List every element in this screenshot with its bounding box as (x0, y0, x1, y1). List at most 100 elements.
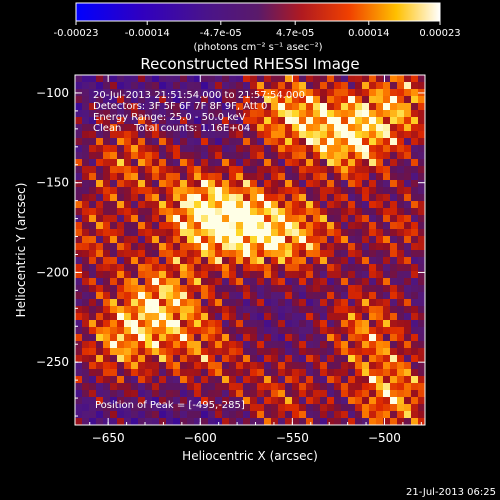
heatmap-cell (103, 222, 111, 230)
heatmap-cell (271, 341, 279, 349)
heatmap-cell (166, 82, 174, 90)
heatmap-cell (299, 82, 307, 90)
heatmap-cell (89, 103, 97, 111)
heatmap-cell (285, 243, 293, 251)
heatmap-cell (145, 89, 153, 97)
heatmap-cell (306, 180, 314, 188)
heatmap-cell (320, 131, 328, 139)
heatmap-cell (117, 82, 125, 90)
heatmap-cell (320, 271, 328, 279)
heatmap-cell (369, 208, 377, 216)
heatmap-cell (292, 418, 300, 425)
heatmap-cell (397, 236, 405, 244)
heatmap-cell (376, 173, 384, 181)
heatmap-cell (250, 348, 258, 356)
heatmap-cell (250, 292, 258, 300)
heatmap-cell (292, 243, 300, 251)
heatmap-cell (390, 264, 398, 272)
heatmap-cell (404, 418, 412, 425)
heatmap-cell (334, 159, 342, 167)
heatmap-cell (75, 75, 83, 83)
heatmap-cell (257, 306, 265, 314)
heatmap-cell (257, 103, 265, 111)
heatmap-cell (117, 376, 125, 384)
heatmap-cell (334, 194, 342, 202)
heatmap-cell (306, 271, 314, 279)
heatmap-cell (355, 187, 363, 195)
heatmap-cell (369, 313, 377, 321)
heatmap-cell (404, 376, 412, 384)
heatmap-cell (397, 124, 405, 132)
heatmap-cell (173, 145, 181, 153)
heatmap-cell (201, 124, 209, 132)
heatmap-cell (89, 187, 97, 195)
heatmap-cell (103, 117, 111, 125)
heatmap-cell (334, 138, 342, 146)
heatmap-cell (383, 376, 391, 384)
heatmap-cell (138, 404, 146, 412)
heatmap-cell (173, 236, 181, 244)
heatmap-cell (243, 110, 251, 118)
heatmap-cell (341, 250, 349, 258)
heatmap-cell (187, 117, 195, 125)
heatmap-cell (271, 124, 279, 132)
heatmap-cell (124, 166, 132, 174)
heatmap-cell (201, 257, 209, 265)
heatmap-cell (404, 194, 412, 202)
heatmap-cell (299, 166, 307, 174)
heatmap-cell (355, 229, 363, 237)
heatmap-cell (75, 320, 83, 328)
heatmap-cell (313, 215, 321, 223)
heatmap-cell (152, 236, 160, 244)
heatmap-cell (418, 75, 425, 83)
heatmap-cell (110, 201, 118, 209)
heatmap-cell (285, 180, 293, 188)
heatmap-cell (201, 306, 209, 314)
heatmap-cell (355, 306, 363, 314)
heatmap-cell (180, 110, 188, 118)
heatmap-cell (292, 411, 300, 419)
heatmap-cell (327, 187, 335, 195)
heatmap-cell (145, 362, 153, 370)
heatmap-cell (355, 348, 363, 356)
heatmap-cell (187, 131, 195, 139)
heatmap-cell (229, 250, 237, 258)
heatmap-cell (257, 138, 265, 146)
heatmap-cell (341, 327, 349, 335)
heatmap-cell (152, 117, 160, 125)
heatmap-cell (243, 327, 251, 335)
heatmap-cell (131, 411, 139, 419)
heatmap-cell (110, 152, 118, 160)
heatmap-cell (383, 201, 391, 209)
heatmap-cell (418, 201, 425, 209)
heatmap-cell (152, 138, 160, 146)
heatmap-cell (327, 215, 335, 223)
heatmap-cell (117, 327, 125, 335)
heatmap-cell (89, 138, 97, 146)
heatmap-cell (180, 285, 188, 293)
heatmap-cell (229, 222, 237, 230)
heatmap-cell (96, 362, 104, 370)
heatmap-cell (166, 166, 174, 174)
heatmap-cell (348, 306, 356, 314)
heatmap-cell (292, 236, 300, 244)
heatmap-cell (285, 75, 293, 83)
heatmap-cell (215, 264, 223, 272)
heatmap-cell (236, 96, 244, 104)
heatmap-cell (236, 117, 244, 125)
heatmap-cell (334, 271, 342, 279)
heatmap-cell (131, 89, 139, 97)
heatmap-cell (383, 229, 391, 237)
heatmap-cell (215, 138, 223, 146)
heatmap-cell (222, 110, 230, 118)
heatmap-cell (278, 187, 286, 195)
heatmap-cell (180, 334, 188, 342)
heatmap-cell (194, 271, 202, 279)
heatmap-cell (222, 103, 230, 111)
heatmap-cell (264, 117, 272, 125)
heatmap-cell (271, 306, 279, 314)
heatmap-cell (390, 131, 398, 139)
heatmap-cell (278, 75, 286, 83)
heatmap-cell (215, 299, 223, 307)
heatmap-cell (306, 341, 314, 349)
